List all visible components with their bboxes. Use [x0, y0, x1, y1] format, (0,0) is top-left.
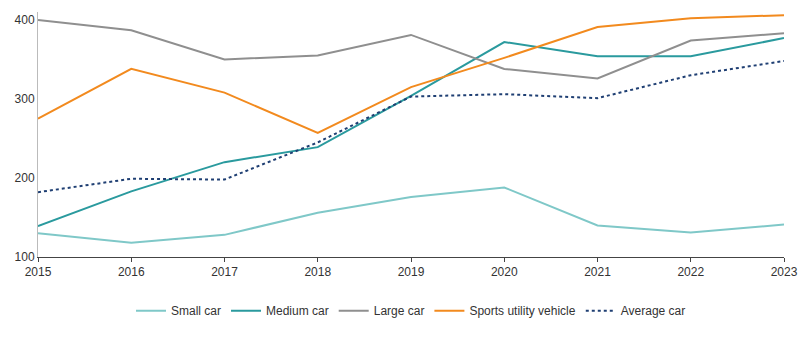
svg-text:2021: 2021 [584, 265, 611, 279]
svg-text:Medium car: Medium car [266, 304, 329, 318]
svg-text:2016: 2016 [118, 265, 145, 279]
svg-text:2019: 2019 [398, 265, 425, 279]
svg-text:2020: 2020 [491, 265, 518, 279]
svg-text:2018: 2018 [304, 265, 331, 279]
svg-text:Small car: Small car [171, 304, 221, 318]
svg-text:100: 100 [15, 250, 35, 264]
svg-text:400: 400 [15, 13, 35, 27]
svg-text:2017: 2017 [211, 265, 238, 279]
svg-text:300: 300 [15, 92, 35, 106]
svg-text:Average car: Average car [621, 304, 685, 318]
svg-text:2015: 2015 [25, 265, 52, 279]
svg-text:Large car: Large car [374, 304, 425, 318]
svg-text:2022: 2022 [677, 265, 704, 279]
svg-text:2023: 2023 [771, 265, 798, 279]
svg-text:200: 200 [15, 171, 35, 185]
svg-text:Sports utility vehicle: Sports utility vehicle [469, 304, 575, 318]
